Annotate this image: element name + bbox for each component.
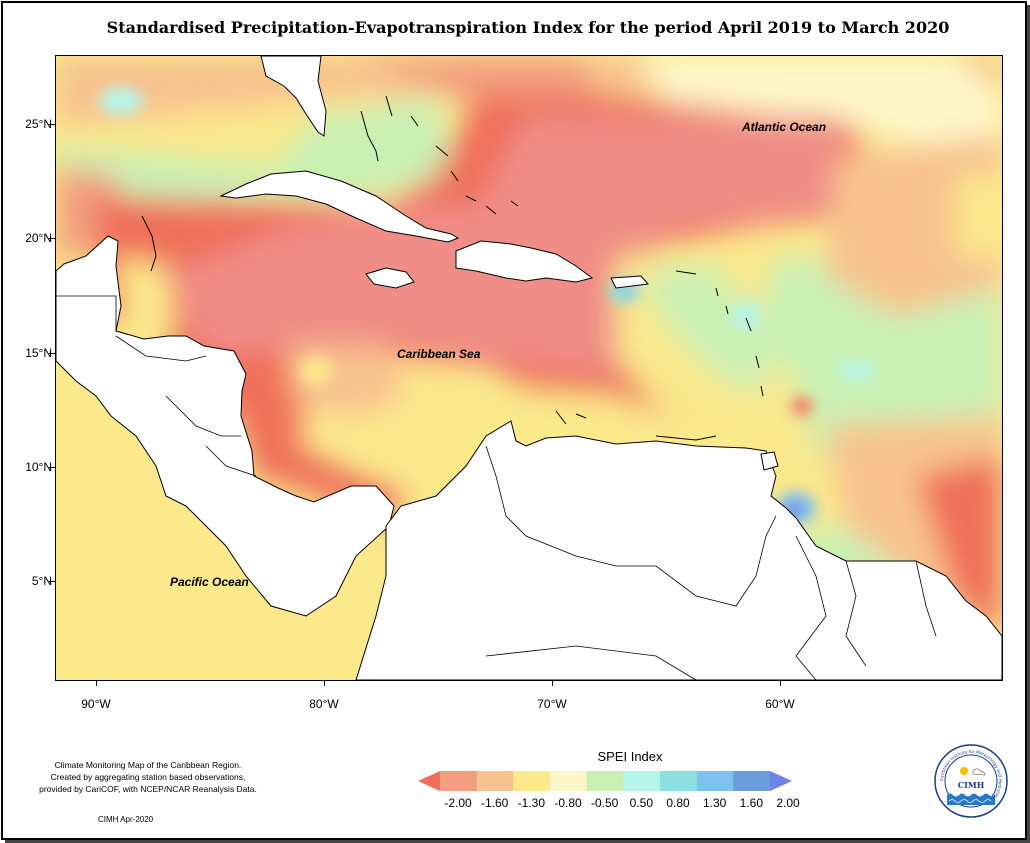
atlantic-ocean-label: Atlantic Ocean <box>741 120 826 134</box>
spei-map: Atlantic Ocean Caribbean Sea Pacific Oce… <box>55 55 1003 681</box>
legend-swatch <box>476 771 514 791</box>
legend-label: 1.60 <box>739 796 764 810</box>
legend-swatch <box>623 771 661 791</box>
legend-label: -0.80 <box>554 796 582 810</box>
legend-swatch <box>550 771 588 791</box>
credit-line: Climate Monitoring Map of the Caribbean … <box>54 760 242 770</box>
cloud-icon <box>972 768 986 776</box>
lat-tick-label: 10°N <box>25 460 52 474</box>
florida <box>260 56 327 137</box>
lon-tick-label: 90°W <box>81 697 111 711</box>
legend-swatch <box>770 771 792 791</box>
legend-title: SPEI Index <box>597 749 663 764</box>
small-islands <box>141 95 764 441</box>
map-title: Standardised Precipitation-Evapotranspir… <box>106 18 950 37</box>
cimh-logo: CIMH Caribbean Institute for Meteorology… <box>934 744 1008 818</box>
puerto-rico <box>610 275 649 289</box>
legend-label: -0.50 <box>590 796 619 810</box>
lon-tick-mark <box>324 680 325 686</box>
lat-tick-mark <box>49 238 55 239</box>
caribbean-sea-label: Caribbean Sea <box>397 347 481 361</box>
legend-colorbar <box>418 771 792 791</box>
legend-label: -1.30 <box>517 796 546 810</box>
legend-swatch <box>513 771 551 791</box>
hispaniola <box>455 240 594 283</box>
lat-tick-label: 15°N <box>25 346 52 360</box>
legend-swatch <box>660 771 698 791</box>
lon-tick-label: 80°W <box>309 697 339 711</box>
legend-label: 1.30 <box>702 796 727 810</box>
legend-swatch <box>418 771 440 791</box>
legend-label: -2.00 <box>444 796 472 810</box>
logo-text: CIMH <box>958 780 985 790</box>
lat-tick-mark <box>49 353 55 354</box>
legend-swatch <box>440 771 478 791</box>
legend-label: -1.60 <box>480 796 509 810</box>
lat-tick-mark <box>49 467 55 468</box>
trinidad <box>760 451 779 471</box>
south-america <box>355 420 1002 680</box>
pacific-ocean-label: Pacific Ocean <box>170 575 249 589</box>
lon-tick-label: 70°W <box>537 697 567 711</box>
legend-label: 2.00 <box>776 796 800 810</box>
jamaica <box>365 267 415 289</box>
map-credit: Climate Monitoring Map of the Caribbean … <box>28 759 268 795</box>
central-america <box>56 235 395 617</box>
legend-label: 0.80 <box>666 796 690 810</box>
lat-tick-label: 20°N <box>25 231 52 245</box>
credit-line: provided by CariCOF, with NCEP/NCAR Rean… <box>39 784 257 794</box>
lat-tick-label: 25°N <box>25 117 52 131</box>
credit-line: Created by aggregating station based obs… <box>50 772 246 782</box>
lat-tick-mark <box>49 124 55 125</box>
legend-label: 0.50 <box>629 796 654 810</box>
credit-date: CIMH Apr-2020 <box>98 815 154 824</box>
legend-swatch <box>696 771 734 791</box>
country-borders <box>56 295 937 680</box>
land-masses <box>56 56 1002 680</box>
cuba <box>219 170 460 243</box>
lat-tick-mark <box>49 581 55 582</box>
lat-tick-label: 5°N <box>31 574 52 588</box>
lon-tick-mark <box>552 680 553 686</box>
lon-tick-mark <box>780 680 781 686</box>
lon-tick-mark <box>96 680 97 686</box>
sun-icon <box>960 767 968 775</box>
legend-swatch <box>733 771 771 791</box>
legend-swatch <box>586 771 624 791</box>
lon-tick-label: 60°W <box>765 697 795 711</box>
